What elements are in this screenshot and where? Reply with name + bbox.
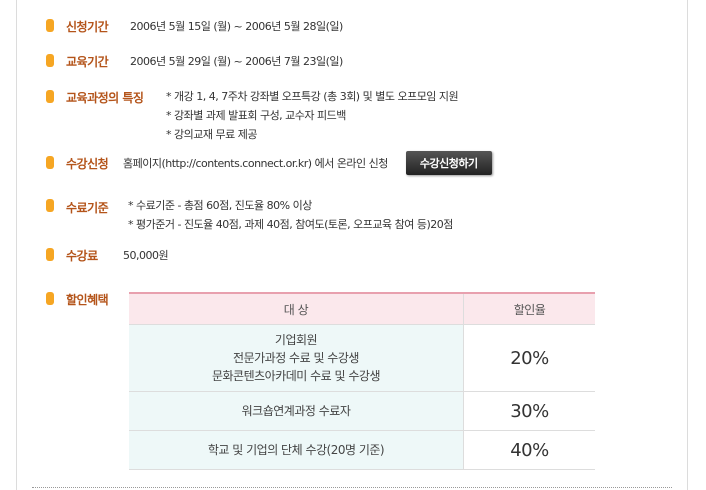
bullet-icon — [46, 156, 54, 169]
fee-row: 수강료 50,000원 — [46, 247, 169, 264]
rate-header: 할인율 — [463, 293, 595, 325]
discount-label: 할인혜택 — [66, 293, 109, 307]
completion-line: * 수료기준 - 총점 60점, 진도율 80% 이상 — [128, 199, 312, 212]
features-line: * 강의교재 무료 제공 — [166, 128, 257, 141]
education-period-row: 교육기간 2006년 5월 29일 (월) ~ 2006년 7월 23일(일) — [46, 53, 343, 70]
fee-value: 50,000원 — [123, 249, 169, 262]
rate-cell: 30% — [463, 391, 595, 431]
registration-value: 홈페이지(http://contents.connect.or.kr) 에서 온… — [123, 157, 388, 170]
target-line: 전문가과정 수료 및 수강생 — [233, 351, 359, 365]
content-frame — [16, 0, 688, 490]
registration-row: 수강신청 홈페이지(http://contents.connect.or.kr)… — [46, 151, 492, 179]
table-row: 워크숍연계과정 수료자 30% — [129, 391, 595, 431]
dotted-divider — [32, 487, 672, 488]
target-line: 워크숍연계과정 수료자 — [241, 404, 351, 418]
rate-cell: 40% — [463, 430, 595, 470]
education-period-value: 2006년 5월 29일 (월) ~ 2006년 7월 23일(일) — [130, 55, 343, 68]
bullet-icon — [46, 54, 54, 67]
target-header: 대 상 — [129, 293, 464, 325]
registration-label: 수강신청 — [66, 157, 109, 171]
target-line: 문화콘텐츠아카데미 수료 및 수강생 — [211, 369, 381, 383]
target-cell: 기업회원 전문가과정 수료 및 수강생 문화콘텐츠아카데미 수료 및 수강생 — [129, 324, 464, 392]
completion-line: * 평가준거 - 진도율 40점, 과제 40점, 참여도(토론, 오프교육 참… — [128, 218, 453, 231]
application-period-value: 2006년 5월 15일 (월) ~ 2006년 5월 28일(일) — [130, 20, 343, 33]
completion-label: 수료기준 — [66, 201, 109, 215]
rate-cell: 20% — [463, 324, 595, 392]
discount-table: 대 상 할인율 기업회원 전문가과정 수료 및 수강생 문화콘텐츠아카데미 수료… — [129, 292, 595, 470]
features-label: 교육과정의 특징 — [66, 91, 144, 105]
table-row: 기업회원 전문가과정 수료 및 수강생 문화콘텐츠아카데미 수료 및 수강생 2… — [129, 324, 595, 392]
target-line: 학교 및 기업의 단체 수강(20명 기준) — [207, 443, 385, 457]
bullet-icon — [46, 248, 54, 261]
completion-list: * 수료기준 - 총점 60점, 진도율 80% 이상 * 평가준거 - 진도율… — [128, 196, 453, 234]
bullet-icon — [46, 292, 54, 305]
application-period-row: 신청기간 2006년 5월 15일 (월) ~ 2006년 5월 28일(일) — [46, 18, 343, 35]
target-line: 기업회원 — [274, 333, 318, 347]
bullet-icon — [46, 19, 54, 32]
bullet-icon — [46, 90, 54, 103]
application-period-label: 신청기간 — [66, 20, 109, 34]
completion-row: 수료기준 * 수료기준 - 총점 60점, 진도율 80% 이상 * 평가준거 … — [46, 198, 453, 234]
target-cell: 학교 및 기업의 단체 수강(20명 기준) — [129, 430, 464, 470]
discount-row: 할인혜택 — [46, 291, 109, 308]
table-header-row: 대 상 할인율 — [129, 293, 595, 325]
bullet-icon — [46, 199, 54, 212]
features-line: * 개강 1, 4, 7주차 강좌별 오프특강 (총 3회) 및 별도 오프모임… — [166, 90, 459, 103]
features-line: * 강좌별 과제 발표회 구성, 교수자 피드백 — [166, 109, 346, 122]
features-row: 교육과정의 특징 * 개강 1, 4, 7주차 강좌별 오프특강 (총 3회) … — [46, 87, 459, 144]
register-button[interactable]: 수강신청하기 — [405, 151, 492, 175]
fee-label: 수강료 — [66, 249, 98, 263]
education-period-label: 교육기간 — [66, 55, 109, 69]
features-list: * 개강 1, 4, 7주차 강좌별 오프특강 (총 3회) 및 별도 오프모임… — [166, 87, 459, 144]
table-row: 학교 및 기업의 단체 수강(20명 기준) 40% — [129, 430, 595, 470]
target-cell: 워크숍연계과정 수료자 — [129, 391, 464, 431]
